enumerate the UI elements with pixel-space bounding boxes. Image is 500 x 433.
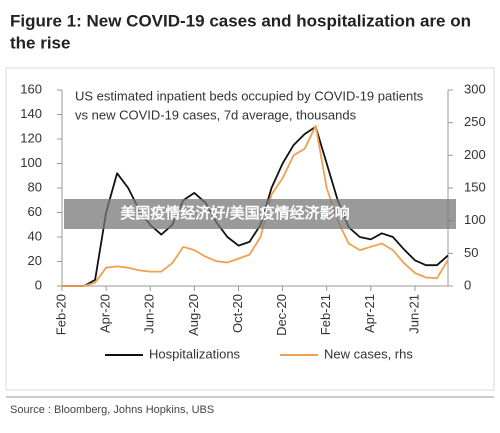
x-tick-label: Aug-20 bbox=[186, 294, 201, 336]
series-line bbox=[62, 125, 449, 287]
series-line bbox=[62, 125, 449, 287]
x-tick-label: Apr-21 bbox=[362, 294, 377, 333]
y2-tick-label: 200 bbox=[464, 147, 486, 162]
inner-title: US estimated inpatient beds occupied by … bbox=[75, 88, 424, 103]
y2-tick-label: 150 bbox=[464, 179, 486, 194]
y2-tick-label: 300 bbox=[464, 81, 486, 96]
x-tick-label: Dec-20 bbox=[274, 294, 289, 336]
y2-tick-label: 0 bbox=[464, 277, 471, 292]
y-tick-label: 40 bbox=[28, 228, 42, 243]
x-tick-label: Apr-20 bbox=[98, 294, 113, 333]
watermark-band bbox=[64, 199, 456, 229]
x-tick-label: Jun-21 bbox=[406, 294, 421, 334]
y-tick-label: 80 bbox=[28, 179, 42, 194]
y2-tick-label: 50 bbox=[464, 245, 478, 260]
watermark: 美国疫情经济好/美国疫情经济影响 bbox=[120, 204, 349, 222]
y-tick-label: 140 bbox=[20, 106, 42, 121]
y2-tick-label: 100 bbox=[464, 212, 486, 227]
y-tick-label: 60 bbox=[28, 204, 42, 219]
y-tick-label: 20 bbox=[28, 253, 42, 268]
inner-title: vs new COVID-19 cases, 7d average, thous… bbox=[75, 107, 357, 122]
x-tick-label: Feb-20 bbox=[53, 294, 68, 335]
chart-title: the rise bbox=[10, 33, 70, 52]
y-tick-label: 160 bbox=[20, 81, 42, 96]
y-tick-label: 120 bbox=[20, 130, 42, 145]
x-tick-label: Jun-20 bbox=[142, 294, 157, 334]
y-tick-label: 0 bbox=[35, 277, 42, 292]
legend-label: New cases, rhs bbox=[324, 346, 413, 361]
chart-title: Figure 1: New COVID-19 cases and hospita… bbox=[10, 11, 471, 30]
y2-tick-label: 250 bbox=[464, 114, 486, 129]
legend-label: Hospitalizations bbox=[149, 346, 241, 361]
chart-frame bbox=[5, 67, 495, 391]
y-tick-label: 100 bbox=[20, 155, 42, 170]
x-tick-label: Oct-20 bbox=[230, 294, 245, 333]
source: Source : Bloomberg, Johns Hopkins, UBS bbox=[10, 404, 214, 416]
x-tick-label: Feb-21 bbox=[318, 294, 333, 335]
